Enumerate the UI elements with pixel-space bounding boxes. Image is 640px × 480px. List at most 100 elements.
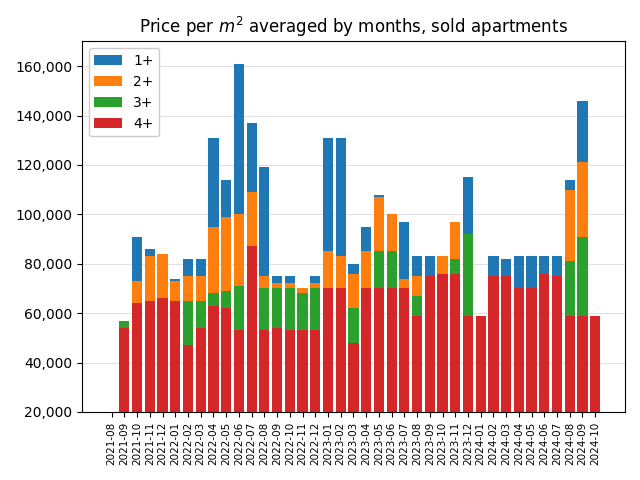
Bar xyxy=(564,261,575,315)
Bar xyxy=(335,138,346,256)
Bar xyxy=(374,197,384,252)
Bar xyxy=(412,256,422,276)
Title: Price per $m^2$ averaged by months, sold apartments: Price per $m^2$ averaged by months, sold… xyxy=(139,15,568,39)
Bar xyxy=(246,246,257,461)
Bar xyxy=(145,249,155,256)
Bar xyxy=(183,345,193,461)
Bar xyxy=(170,301,180,461)
Bar xyxy=(132,303,142,461)
Bar xyxy=(450,259,460,274)
Bar xyxy=(412,315,422,461)
Bar xyxy=(323,138,333,252)
Bar xyxy=(323,288,333,461)
Bar xyxy=(437,256,447,274)
Bar xyxy=(196,276,206,301)
Bar xyxy=(145,301,155,461)
Bar xyxy=(374,194,384,197)
Bar xyxy=(272,288,282,328)
Bar xyxy=(463,234,473,315)
Bar xyxy=(209,227,218,293)
Bar xyxy=(221,217,231,291)
Bar xyxy=(259,276,269,288)
Bar xyxy=(514,256,524,288)
Bar xyxy=(183,276,193,301)
Bar xyxy=(298,330,308,461)
Bar xyxy=(221,308,231,461)
Bar xyxy=(450,222,460,259)
Bar xyxy=(246,123,257,192)
Bar xyxy=(540,256,549,274)
Bar xyxy=(412,276,422,296)
Bar xyxy=(514,288,524,461)
Bar xyxy=(488,256,499,276)
Bar xyxy=(221,180,231,217)
Bar xyxy=(335,288,346,461)
Bar xyxy=(323,252,333,288)
Bar xyxy=(437,274,447,461)
Bar xyxy=(361,252,371,288)
Bar xyxy=(348,308,358,343)
Bar xyxy=(425,256,435,276)
Bar xyxy=(374,252,384,288)
Bar xyxy=(412,296,422,315)
Bar xyxy=(170,278,180,281)
Bar xyxy=(209,293,218,306)
Bar xyxy=(298,293,308,330)
Bar xyxy=(106,412,116,461)
Bar xyxy=(259,168,269,276)
Bar xyxy=(488,276,499,461)
Bar xyxy=(272,284,282,288)
Bar xyxy=(463,177,473,234)
Bar xyxy=(272,276,282,284)
Bar xyxy=(196,259,206,276)
Bar xyxy=(564,180,575,190)
Bar xyxy=(259,288,269,330)
Bar xyxy=(157,254,168,298)
Bar xyxy=(387,288,397,461)
Bar xyxy=(183,259,193,276)
Bar xyxy=(501,276,511,461)
Bar xyxy=(221,291,231,308)
Bar xyxy=(348,343,358,461)
Bar xyxy=(119,328,129,461)
Bar xyxy=(577,315,588,461)
Bar xyxy=(399,288,410,461)
Bar xyxy=(310,284,321,288)
Bar xyxy=(590,315,600,461)
Bar xyxy=(450,274,460,461)
Bar xyxy=(361,288,371,461)
Bar xyxy=(310,276,321,284)
Bar xyxy=(399,222,410,278)
Bar xyxy=(577,237,588,315)
Bar xyxy=(272,328,282,461)
Bar xyxy=(132,281,142,303)
Bar xyxy=(310,288,321,330)
Bar xyxy=(577,101,588,162)
Bar xyxy=(259,330,269,461)
Bar xyxy=(399,278,410,288)
Bar xyxy=(564,190,575,261)
Bar xyxy=(310,330,321,461)
Bar xyxy=(132,237,142,281)
Bar xyxy=(527,256,537,288)
Bar xyxy=(145,256,155,301)
Bar xyxy=(348,274,358,308)
Bar xyxy=(374,288,384,461)
Bar xyxy=(196,328,206,461)
Bar xyxy=(246,192,257,246)
Bar xyxy=(335,256,346,288)
Bar xyxy=(285,276,295,284)
Bar xyxy=(564,315,575,461)
Bar xyxy=(157,298,168,461)
Bar xyxy=(234,64,244,214)
Bar xyxy=(552,276,562,461)
Bar xyxy=(183,301,193,345)
Bar xyxy=(234,286,244,330)
Bar xyxy=(234,214,244,286)
Bar xyxy=(425,276,435,461)
Legend: 1+, 2+, 3+, 4+: 1+, 2+, 3+, 4+ xyxy=(89,48,159,136)
Bar xyxy=(234,330,244,461)
Bar xyxy=(209,306,218,461)
Bar xyxy=(552,256,562,276)
Bar xyxy=(285,288,295,330)
